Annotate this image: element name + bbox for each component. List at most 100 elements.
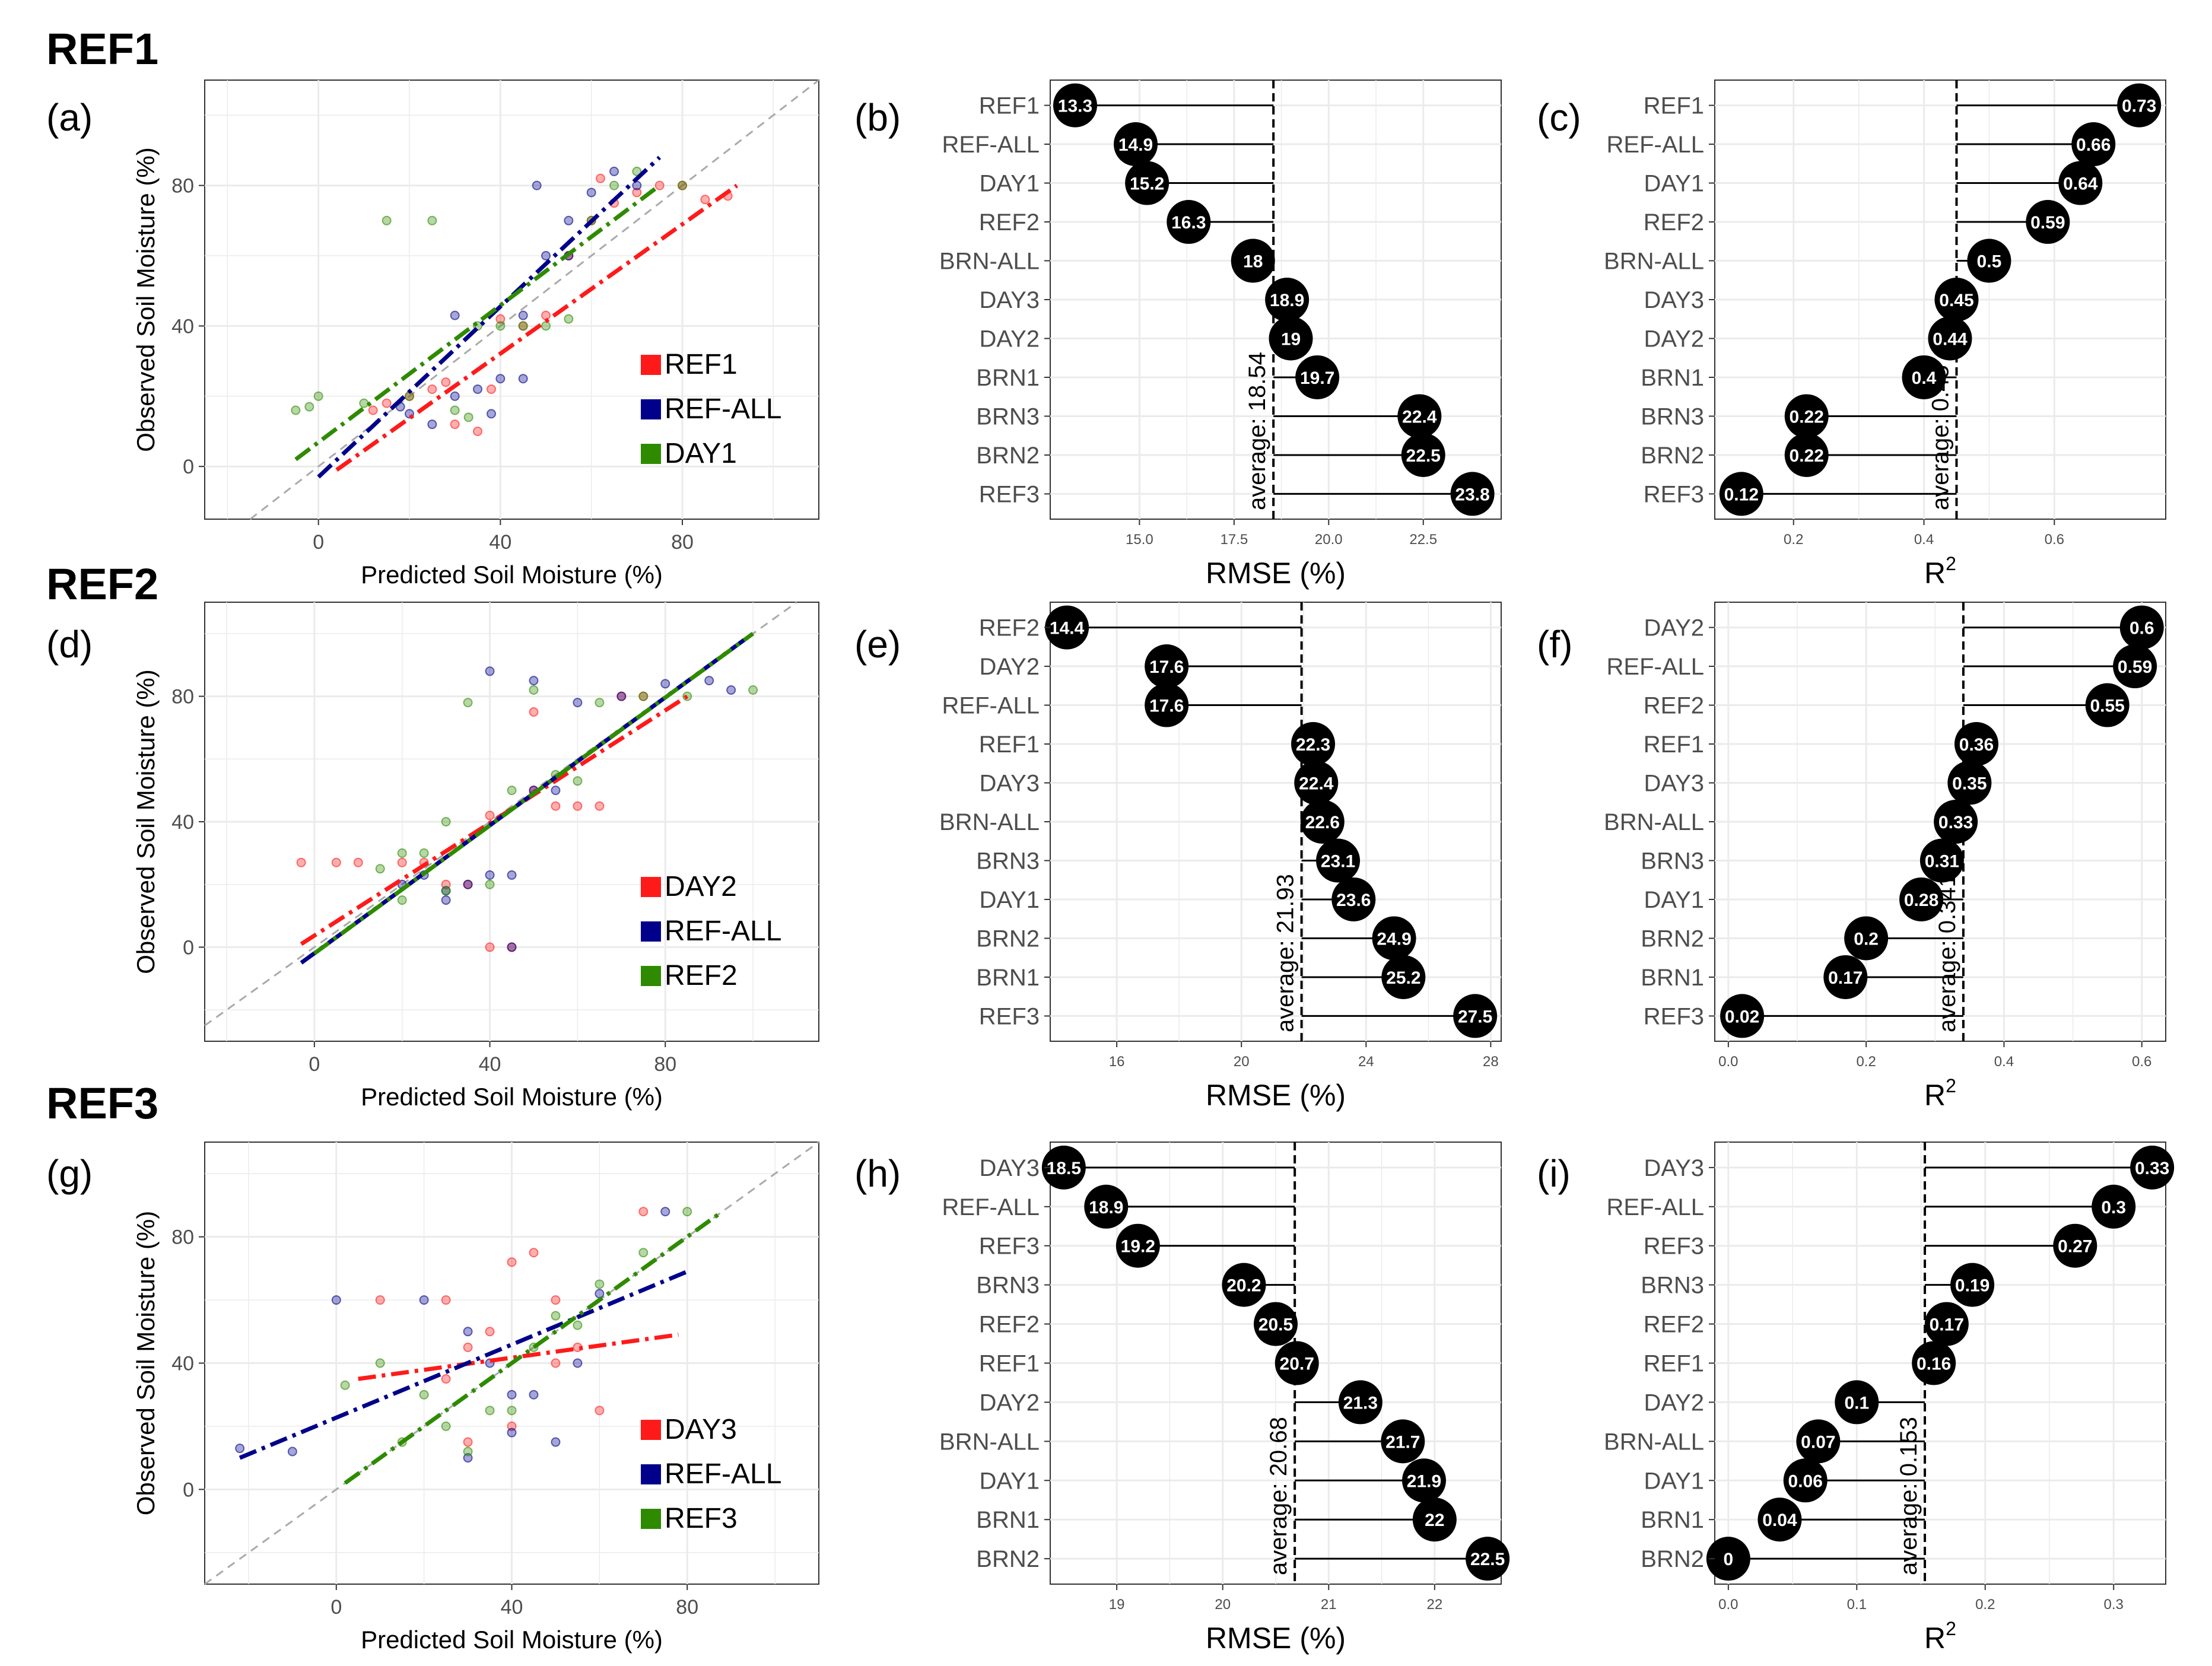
x-tick-label: 24 bbox=[1358, 1054, 1374, 1070]
y-axis-label: Observed Soil Moisture (%) bbox=[132, 1211, 160, 1516]
scatter-point bbox=[427, 215, 437, 225]
scatter-point bbox=[595, 801, 605, 811]
scatter-point bbox=[596, 173, 605, 183]
y-tick-label: 80 bbox=[171, 175, 194, 198]
data-label: 0.27 bbox=[2058, 1237, 2092, 1257]
gridlines bbox=[1715, 602, 2166, 1041]
category-label: BRN1 bbox=[976, 1507, 1040, 1533]
fit-line-day3 bbox=[358, 1333, 679, 1381]
series-ref3 bbox=[340, 1207, 692, 1457]
scatter-point bbox=[495, 321, 506, 331]
data-label: 14.4 bbox=[1050, 619, 1085, 638]
legend-swatch bbox=[641, 966, 661, 986]
scatter-point bbox=[382, 215, 392, 225]
scatter-point bbox=[368, 405, 378, 415]
panel-a: (a) 0 40 80 0 40 80 Predicted Soil Moisture (%)… bbox=[46, 79, 819, 589]
lollipop-dot bbox=[1453, 994, 1498, 1038]
legend-label: REF2 bbox=[665, 960, 738, 991]
scatter-point bbox=[441, 895, 451, 905]
y-tick-label: 80 bbox=[171, 686, 194, 708]
legend-label: DAY1 bbox=[665, 438, 737, 469]
category-label: BRN2 bbox=[1641, 1546, 1704, 1572]
x-tick-label: 0.0 bbox=[1718, 1054, 1738, 1070]
panel-label: (b) bbox=[854, 96, 901, 139]
scatter-point bbox=[235, 1444, 245, 1454]
lollipop-dot bbox=[1115, 1223, 1160, 1268]
scatter-point bbox=[529, 676, 539, 686]
category-label: DAY2 bbox=[1644, 615, 1704, 641]
fit-line-ref-all bbox=[317, 155, 662, 479]
plot-area bbox=[204, 80, 819, 520]
data-label: 0.28 bbox=[1904, 891, 1938, 910]
category-label: REF1 bbox=[1644, 93, 1704, 119]
fit-line-ref2 bbox=[313, 632, 755, 955]
lollipop-dot bbox=[1316, 838, 1361, 883]
scatter-point bbox=[541, 310, 551, 320]
lollipop-dot bbox=[1167, 200, 1211, 244]
scatter-point bbox=[532, 180, 542, 190]
category-label: REF1 bbox=[1644, 732, 1704, 758]
x-tick-label: 0.0 bbox=[1718, 1597, 1738, 1613]
scatter-point bbox=[638, 1207, 649, 1217]
category-label: BRN2 bbox=[976, 1546, 1040, 1572]
data-label: 25.2 bbox=[1386, 968, 1420, 988]
data-label: 0.31 bbox=[1925, 851, 1959, 871]
scatter-point bbox=[397, 848, 407, 858]
category-label: DAY2 bbox=[1644, 326, 1704, 352]
data-label: 18.9 bbox=[1270, 291, 1304, 310]
data-label: 0.22 bbox=[1790, 407, 1824, 427]
x-tick-label: 22.5 bbox=[1409, 532, 1437, 548]
x-axis-label: R2 bbox=[1924, 1075, 1956, 1112]
legend-label: REF-ALL bbox=[665, 915, 781, 947]
panel-label: (f) bbox=[1537, 623, 1572, 666]
category-label: REF2 bbox=[1644, 209, 1704, 236]
legend-label: REF3 bbox=[665, 1503, 738, 1534]
scatter-point bbox=[573, 801, 583, 811]
lollipop-dot bbox=[1719, 472, 1763, 516]
scatter-point bbox=[518, 374, 528, 384]
panel-label: (c) bbox=[1537, 96, 1581, 139]
data-label: 17.6 bbox=[1149, 657, 1184, 677]
category-label: BRN1 bbox=[976, 965, 1040, 991]
fit-line-day1 bbox=[294, 183, 661, 462]
category-label: REF1 bbox=[1644, 1351, 1704, 1377]
lollipop-dot bbox=[1796, 1419, 1841, 1464]
scatter-point bbox=[487, 409, 496, 419]
lollipop-dot bbox=[1265, 278, 1310, 322]
lollipop-dot bbox=[1125, 161, 1169, 205]
gridlines bbox=[1050, 602, 1501, 1041]
x-axis-label-superscript: 2 bbox=[1946, 1075, 1956, 1096]
lollipop-dot bbox=[1784, 394, 1829, 438]
lollipop-dot bbox=[1706, 1537, 1750, 1581]
scatter-point bbox=[551, 801, 561, 811]
x-axis-label: RMSE (%) bbox=[1206, 1079, 1346, 1112]
lollipop-dot bbox=[1450, 472, 1495, 516]
panel-label: (a) bbox=[46, 96, 93, 139]
x-tick-label: 80 bbox=[676, 1596, 698, 1619]
data-label: 21.9 bbox=[1407, 1471, 1441, 1491]
x-axis-label: R2 bbox=[1924, 1618, 1956, 1655]
scatter-point bbox=[353, 857, 363, 867]
scatter-point bbox=[632, 187, 642, 198]
data-label: 20.2 bbox=[1226, 1276, 1261, 1296]
data-label: 0.6 bbox=[2130, 619, 2154, 638]
category-label: DAY2 bbox=[1644, 1390, 1704, 1416]
scatter-point bbox=[726, 685, 736, 695]
x-tick-label: 40 bbox=[489, 531, 511, 554]
scatter-point bbox=[375, 1295, 385, 1305]
scatter-point bbox=[541, 251, 551, 260]
category-label: DAY3 bbox=[1644, 1155, 1704, 1181]
scatter-point bbox=[463, 412, 473, 422]
data-label: 22.4 bbox=[1299, 774, 1334, 794]
data-label: 22.5 bbox=[1470, 1550, 1505, 1569]
category-label: BRN3 bbox=[976, 1273, 1040, 1299]
lollipop-dot bbox=[1924, 1302, 1969, 1346]
scatter-point bbox=[441, 817, 451, 826]
scatter-point bbox=[529, 685, 539, 695]
section-title-ref1: REF1 bbox=[46, 24, 158, 74]
x-tick-label: 28 bbox=[1483, 1054, 1499, 1070]
lollipop-dot bbox=[1912, 1341, 1956, 1385]
scatter-point bbox=[331, 857, 341, 867]
panel-d: (d) 0 40 80 0 40 80 Predicted Soil Moisture (%)… bbox=[46, 601, 819, 1111]
